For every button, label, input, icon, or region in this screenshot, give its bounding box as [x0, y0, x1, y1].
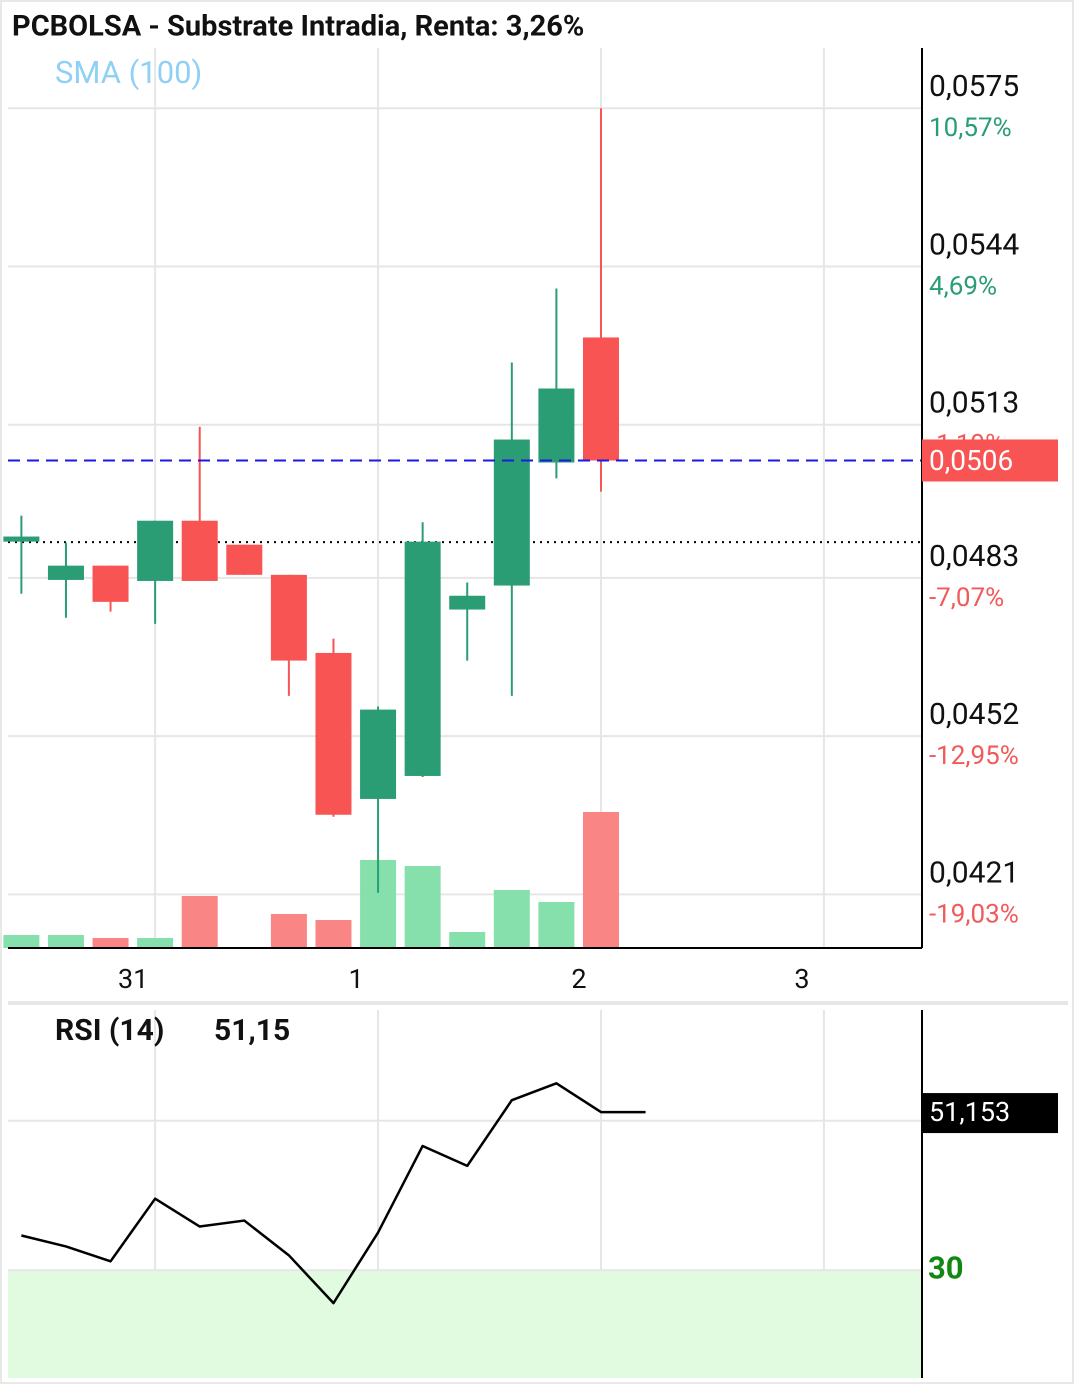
- x-tick-label: 1: [348, 963, 363, 995]
- candle-body: [493, 439, 530, 586]
- volume-bar: [315, 920, 352, 948]
- last-price-label: 0,0506: [929, 444, 1013, 477]
- candle-body: [315, 652, 352, 815]
- candle-body: [538, 388, 575, 463]
- candle-body: [582, 337, 619, 461]
- candle-body: [3, 536, 40, 542]
- y-tick-change: 4,69%: [929, 271, 997, 301]
- candle-body: [137, 520, 174, 581]
- x-tick-label: 3: [794, 963, 809, 995]
- y-tick-label: 30: [928, 1249, 964, 1286]
- title-bg: [4, 4, 920, 48]
- volume-bar: [493, 890, 530, 948]
- candle-body: [181, 520, 218, 581]
- indicator-label: SMA (100): [55, 54, 202, 91]
- candle-body: [92, 565, 129, 602]
- volume-bar: [137, 938, 174, 948]
- rsi-line: [21, 1082, 646, 1305]
- candle-body: [360, 709, 397, 799]
- rsi-title: RSI (14): [55, 1013, 164, 1048]
- candle-body: [449, 595, 486, 610]
- y-tick-change: -7,07%: [929, 583, 1004, 613]
- volume-bar: [92, 938, 129, 948]
- y-tick-label: 0,0452: [929, 697, 1019, 732]
- last-price-box: [922, 439, 1058, 482]
- y-tick-label: 0,0544: [929, 227, 1019, 262]
- y-tick-change: 10,57%: [929, 113, 1012, 143]
- y-tick-label: 0,0483: [929, 539, 1019, 574]
- volume-bar: [582, 812, 619, 948]
- volume-bar: [538, 902, 575, 948]
- volume-bar: [270, 914, 307, 948]
- candle-body: [404, 541, 441, 776]
- candle-body: [270, 574, 307, 661]
- volume-bar: [47, 935, 84, 948]
- candle-body: [226, 544, 263, 575]
- volume-bar: [449, 932, 486, 948]
- last-value-label: 51,153: [929, 1096, 1010, 1128]
- volume-bar: [181, 896, 218, 948]
- last-value-box: [922, 1093, 1058, 1134]
- y-tick-label: 0,0575: [929, 69, 1019, 104]
- y-tick-label: 0,0513: [929, 386, 1019, 421]
- volume-bar: [3, 935, 40, 948]
- y-tick-label: 0,0421: [929, 855, 1019, 890]
- y-tick-change: -19,03%: [929, 899, 1019, 929]
- x-tick-label: 31: [118, 963, 148, 995]
- volume-bar: [404, 866, 441, 948]
- oversold-zone: [8, 1270, 922, 1378]
- y-tick-change: -12,95%: [929, 741, 1019, 771]
- x-tick-label: 2: [571, 963, 586, 995]
- rsi-title-value: 51,15: [214, 1013, 290, 1048]
- chart-title: PCBOLSA - Substrate Intradia, Renta: 3,2…: [12, 10, 584, 44]
- candle-body: [47, 565, 84, 580]
